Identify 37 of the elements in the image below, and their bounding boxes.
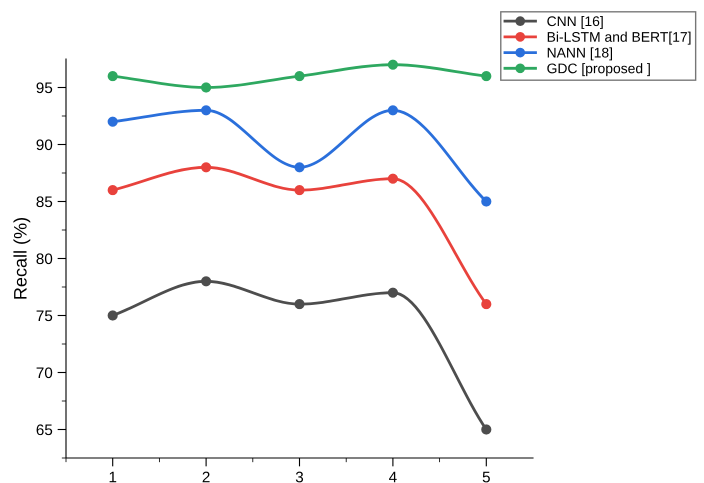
legend-label: NANN [18] bbox=[548, 47, 612, 60]
point bbox=[481, 299, 492, 310]
point bbox=[481, 196, 492, 207]
point bbox=[294, 162, 305, 172]
point bbox=[108, 310, 118, 321]
x-tick-label: 3 bbox=[296, 472, 304, 482]
y-tick-label: 80 bbox=[36, 253, 52, 264]
x-tick-label: 4 bbox=[389, 472, 397, 482]
x-tick-label: 2 bbox=[202, 472, 210, 482]
point bbox=[201, 276, 212, 286]
point bbox=[201, 105, 212, 116]
legend-label: Bi-LSTM and BERT[17] bbox=[548, 32, 690, 45]
point bbox=[108, 185, 118, 196]
y-axis-title: Recall (%) bbox=[13, 218, 30, 299]
y-tick-label: 70 bbox=[36, 367, 52, 378]
point bbox=[201, 82, 212, 93]
x-tick-label: 1 bbox=[110, 472, 116, 482]
legend-label: CNN [16] bbox=[547, 16, 603, 29]
y-tick-label: 90 bbox=[36, 139, 52, 150]
point bbox=[201, 162, 212, 172]
point bbox=[294, 185, 305, 196]
point bbox=[108, 71, 118, 82]
legend-label: GDC [proposed ] bbox=[547, 63, 650, 76]
point bbox=[294, 299, 305, 310]
point bbox=[108, 116, 118, 127]
y-tick-label: 75 bbox=[36, 310, 52, 322]
y-tick-label: 85 bbox=[36, 196, 52, 208]
point bbox=[388, 105, 398, 116]
point bbox=[388, 60, 398, 70]
point bbox=[388, 288, 398, 298]
y-tick-label: 65 bbox=[36, 424, 52, 436]
point bbox=[294, 71, 305, 82]
point bbox=[481, 71, 492, 82]
x-tick-label: 5 bbox=[482, 472, 490, 482]
y-tick-label: 95 bbox=[36, 82, 52, 94]
point bbox=[481, 424, 492, 435]
point bbox=[388, 174, 398, 184]
